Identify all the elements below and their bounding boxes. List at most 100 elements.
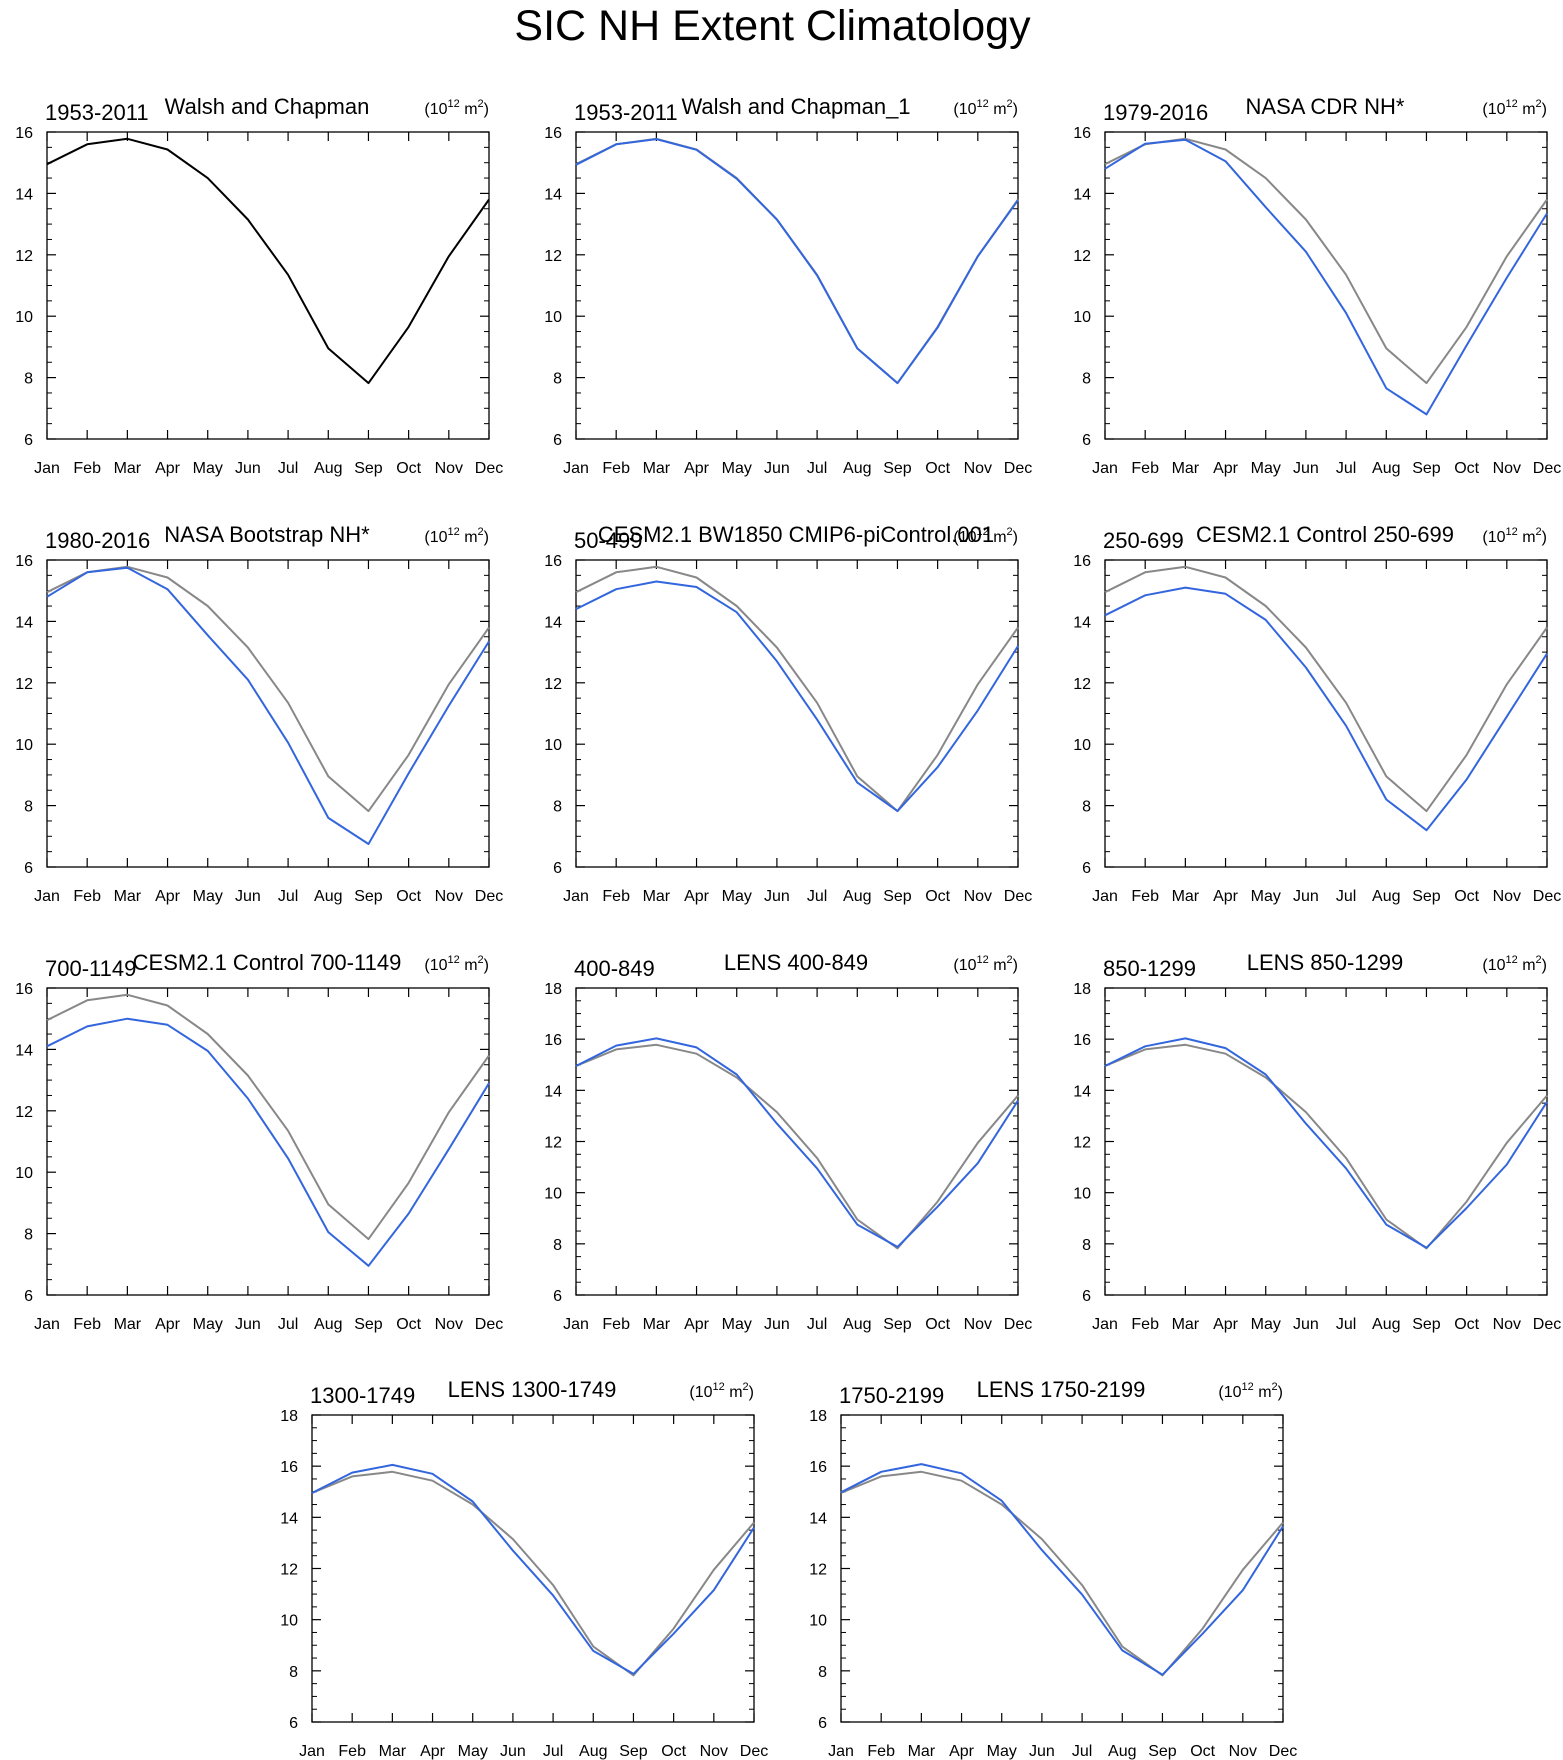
x-tick-label: Aug	[314, 460, 342, 477]
x-tick-label: Jan	[563, 888, 589, 905]
x-tick-label: Nov	[1493, 1316, 1521, 1333]
x-tick-label: Jan	[1092, 460, 1118, 477]
x-tick-label: Apr	[155, 460, 181, 477]
y-tick-label: 18	[544, 981, 562, 998]
x-tick-label: Sep	[1412, 888, 1441, 905]
x-tick-label: Sep	[883, 888, 912, 905]
x-tick-label: Nov	[435, 888, 463, 905]
y-tick-label: 16	[15, 553, 33, 570]
x-tick-label: Oct	[925, 888, 950, 905]
x-tick-label: Aug	[1372, 888, 1400, 905]
series-line-model	[1104, 138, 1548, 416]
plot-frame	[840, 1414, 1284, 1723]
x-tick-label: Sep	[1148, 1743, 1177, 1760]
y-tick-label: 6	[818, 1715, 827, 1732]
x-tick-label: Jul	[543, 1743, 563, 1760]
x-tick-label: Jul	[1336, 1316, 1356, 1333]
x-tick-label: Oct	[1190, 1743, 1215, 1760]
y-tick-label: 10	[1073, 309, 1091, 326]
x-tick-label: Nov	[964, 460, 992, 477]
x-tick-label: Dec	[475, 460, 503, 477]
y-tick-label: 10	[544, 1186, 562, 1203]
x-tick-label: Nov	[1493, 460, 1521, 477]
x-tick-label: Mar	[643, 1316, 671, 1333]
x-tick-label: May	[193, 460, 223, 477]
x-tick-label: Apr	[684, 888, 710, 905]
panel-title: Walsh and Chapman	[165, 94, 370, 119]
panel-title: LENS 1750-2199	[977, 1377, 1146, 1402]
x-tick-label: Dec	[1533, 460, 1561, 477]
y-tick-label: 16	[1073, 1032, 1091, 1049]
y-tick-label: 12	[544, 676, 562, 693]
y-tick-label: 6	[1082, 432, 1091, 449]
x-tick-label: Sep	[354, 888, 383, 905]
y-tick-label: 10	[809, 1613, 827, 1630]
x-tick-label: Aug	[843, 460, 871, 477]
plot-frame	[575, 131, 1019, 440]
series-line-reference	[575, 1043, 1019, 1250]
chart-panel-3: 6 8 10 12 14 16 Jan Feb Mar Apr May Jun Jul Aug Sep Oct…	[1073, 94, 1561, 477]
x-tick-label: Feb	[338, 1743, 366, 1760]
x-tick-label: Aug	[843, 1316, 871, 1333]
x-tick-label: Nov	[964, 888, 992, 905]
x-tick-label: Jan	[34, 1316, 60, 1333]
chart-panel-11: 6 8 10 12 14 16 18 Jan Feb Mar Apr May Jun Jul Aug Sep O…	[809, 1377, 1297, 1760]
chart-panel-8: 6 8 10 12 14 16 18 Jan Feb Mar Apr May Jun Jul Aug Sep O…	[544, 950, 1032, 1333]
x-tick-label: Jun	[235, 1316, 261, 1333]
y-tick-label: 8	[553, 799, 562, 816]
x-tick-label: Jan	[1092, 888, 1118, 905]
panel-left-label: 400-849	[574, 956, 655, 981]
panel-left-label: 250-699	[1103, 528, 1184, 553]
x-tick-label: Nov	[435, 1316, 463, 1333]
x-tick-label: Dec	[1004, 1316, 1032, 1333]
panel-title: LENS 400-849	[724, 950, 868, 975]
x-tick-label: Apr	[684, 1316, 710, 1333]
series-line-model	[840, 1463, 1284, 1676]
x-tick-label: Sep	[354, 460, 383, 477]
x-tick-label: Oct	[396, 460, 421, 477]
panel-left-label: 1300-1749	[310, 1383, 415, 1408]
x-tick-label: Jan	[563, 1316, 589, 1333]
x-tick-label: Jul	[278, 888, 298, 905]
y-tick-label: 12	[1073, 676, 1091, 693]
x-tick-label: Mar	[1172, 1316, 1200, 1333]
series-line-model	[311, 1463, 755, 1675]
x-tick-label: Feb	[73, 460, 101, 477]
y-tick-label: 8	[818, 1664, 827, 1681]
x-tick-label: Jul	[807, 1316, 827, 1333]
x-tick-label: Feb	[602, 460, 630, 477]
y-tick-label: 14	[1073, 186, 1091, 203]
x-tick-label: Dec	[475, 888, 503, 905]
x-tick-label: Jan	[1092, 1316, 1118, 1333]
plot-frame	[46, 559, 490, 868]
x-tick-label: Nov	[1493, 888, 1521, 905]
units-label: (1012 m2)	[1482, 98, 1547, 118]
x-tick-label: Mar	[1172, 888, 1200, 905]
x-tick-label: Mar	[114, 1316, 142, 1333]
x-tick-label: Dec	[1533, 888, 1561, 905]
series-line-model	[46, 566, 490, 845]
x-tick-label: Mar	[1172, 460, 1200, 477]
plot-frame	[46, 131, 490, 440]
x-tick-label: Feb	[73, 1316, 101, 1333]
y-tick-label: 8	[289, 1664, 298, 1681]
x-tick-label: Apr	[949, 1743, 975, 1760]
y-tick-label: 8	[24, 1227, 33, 1244]
x-tick-label: Nov	[700, 1743, 728, 1760]
y-tick-label: 10	[544, 309, 562, 326]
chart-panel-10: 6 8 10 12 14 16 18 Jan Feb Mar Apr May Jun Jul Aug Sep O…	[280, 1377, 768, 1760]
y-tick-label: 8	[553, 371, 562, 388]
x-tick-label: Mar	[114, 460, 142, 477]
x-tick-label: Oct	[396, 1316, 421, 1333]
y-tick-label: 6	[1082, 1288, 1091, 1305]
x-tick-label: May	[722, 1316, 752, 1333]
panel-left-label: 1953-2011	[45, 100, 149, 125]
y-tick-label: 10	[15, 309, 33, 326]
panel-left-label: 700-1149	[45, 956, 136, 981]
y-tick-label: 10	[280, 1613, 298, 1630]
plot-frame	[311, 1414, 755, 1723]
panel-title: CESM2.1 Control 250-699	[1196, 522, 1454, 547]
y-tick-label: 10	[1073, 1186, 1091, 1203]
x-tick-label: Jan	[34, 888, 60, 905]
series-line-reference	[575, 565, 1019, 813]
